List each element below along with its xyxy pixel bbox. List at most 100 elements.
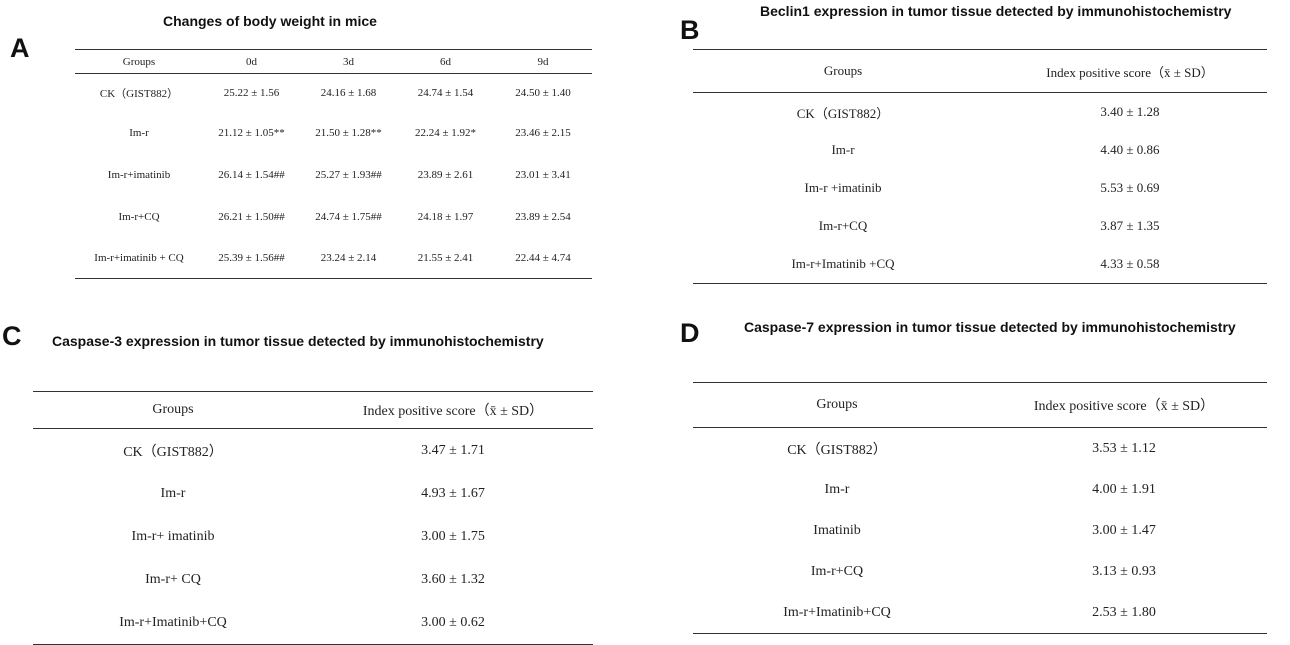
cell-value: 21.12 ± 1.05** — [218, 127, 285, 139]
table-b: Groups Index positive score（x̄ ± SD） CK（… — [693, 49, 1267, 284]
table-row: CK（GIST882） 3.40 ± 1.28 — [693, 93, 1267, 132]
table-row: CK（GIST882） 3.47 ± 1.71 — [33, 429, 593, 473]
cell-group: Im-r+CQ — [818, 218, 868, 233]
table-row: Imatinib 3.00 ± 1.47 — [693, 510, 1267, 551]
cell-value: 24.74 ± 1.54 — [417, 87, 474, 99]
header-9d: 9d — [494, 49, 592, 74]
table-row: Im-r+imatinib 26.14 ± 1.54## 25.27 ± 1.9… — [75, 154, 592, 196]
cell-group: CK（GIST882） — [796, 105, 890, 121]
cell-value: 4.40 ± 0.86 — [1100, 142, 1160, 157]
cell-group: Im-r — [831, 142, 855, 157]
table-b-header-row: Groups Index positive score（x̄ ± SD） — [693, 49, 1267, 93]
table-row: Im-r 4.00 ± 1.91 — [693, 469, 1267, 510]
table-row: Im-r+CQ 3.13 ± 0.93 — [693, 551, 1267, 592]
cell-value: 3.13 ± 0.93 — [1092, 563, 1156, 579]
panel-letter-d: D — [680, 318, 700, 348]
table-c: Groups Index positive score（x̄ ± SD） CK（… — [33, 391, 593, 645]
header-index-positive-score: Index positive score（x̄ ± SD） — [981, 382, 1267, 428]
table-a-header-row: Groups 0d 3d 6d 9d — [75, 49, 592, 74]
panel-title-c: Caspase-3 expression in tumor tissue det… — [52, 333, 544, 349]
table-row: CK（GIST882） 25.22 ± 1.56 24.16 ± 1.68 24… — [75, 74, 592, 113]
cell-value: 3.00 ± 0.62 — [313, 601, 593, 645]
table-row: Im-r+Imatinib+CQ 2.53 ± 1.80 — [693, 592, 1267, 634]
cell-value: 23.89 ± 2.61 — [417, 169, 474, 181]
table-d: Groups Index positive score（x̄ ± SD） CK（… — [693, 382, 1267, 634]
header-groups: Groups — [75, 49, 203, 74]
cell-value: 26.14 ± 1.54## — [218, 169, 285, 181]
cell-group: Im-r+Imatinib+CQ — [33, 601, 313, 645]
cell-group: Im-r+ imatinib — [131, 528, 215, 544]
table-row: Im-r+CQ 26.21 ± 1.50## 24.74 ± 1.75## 24… — [75, 196, 592, 238]
cell-group: CK（GIST882） — [123, 444, 223, 460]
panel-title-d: Caspase-7 expression in tumor tissue det… — [744, 319, 1236, 335]
header-groups: Groups — [33, 391, 313, 429]
cell-group: Im-r+ CQ — [145, 571, 201, 587]
cell-value: 25.22 ± 1.56 — [223, 87, 280, 99]
cell-group: Im-r — [824, 481, 850, 497]
panel-letter-c: C — [2, 321, 22, 351]
table-row: Im-r+Imatinib +CQ 4.33 ± 0.58 — [693, 245, 1267, 284]
cell-value: 21.50 ± 1.28** — [315, 127, 382, 139]
cell-value: 4.33 ± 0.58 — [993, 245, 1267, 284]
table-row: Im-r+ CQ 3.60 ± 1.32 — [33, 558, 593, 601]
cell-value: 23.46 ± 2.15 — [515, 127, 571, 139]
header-3d: 3d — [300, 49, 397, 74]
cell-group: CK（GIST882） — [99, 88, 179, 100]
cell-group: Im-r — [160, 485, 186, 501]
header-groups: Groups — [693, 49, 993, 93]
table-row: Im-r+ imatinib 3.00 ± 1.75 — [33, 515, 593, 558]
table-d-header-row: Groups Index positive score（x̄ ± SD） — [693, 382, 1267, 428]
cell-value: 3.40 ± 1.28 — [1100, 104, 1160, 119]
table-row: Im-r+CQ 3.87 ± 1.35 — [693, 207, 1267, 245]
panel-title-a: Changes of body weight in mice — [163, 13, 377, 29]
cell-group: Im-r+CQ — [118, 211, 160, 223]
table-row: CK（GIST882） 3.53 ± 1.12 — [693, 428, 1267, 470]
cell-value: 23.24 ± 2.14 — [300, 238, 397, 279]
header-6d: 6d — [397, 49, 494, 74]
cell-group: Im-r+Imatinib+CQ — [693, 592, 981, 634]
cell-value: 24.16 ± 1.68 — [320, 87, 377, 99]
cell-group: Im-r+imatinib + CQ — [75, 238, 203, 279]
cell-value: 23.01 ± 3.41 — [515, 169, 571, 181]
cell-value: 24.50 ± 1.40 — [515, 87, 571, 99]
cell-value: 23.89 ± 2.54 — [515, 211, 571, 223]
cell-value: 4.93 ± 1.67 — [421, 485, 485, 501]
cell-value: 2.53 ± 1.80 — [981, 592, 1267, 634]
cell-group: CK（GIST882） — [787, 442, 887, 458]
header-groups: Groups — [693, 382, 981, 428]
cell-value: 3.53 ± 1.12 — [1092, 440, 1156, 456]
header-index-positive-score: Index positive score（x̄ ± SD） — [993, 49, 1267, 93]
cell-value: 5.53 ± 0.69 — [1100, 180, 1160, 195]
panel-title-b: Beclin1 expression in tumor tissue detec… — [760, 3, 1232, 19]
cell-value: 22.44 ± 4.74 — [494, 238, 592, 279]
cell-value: 3.00 ± 1.75 — [421, 528, 485, 544]
cell-value: 22.24 ± 1.92* — [414, 127, 477, 139]
header-0d: 0d — [203, 49, 300, 74]
cell-value: 24.74 ± 1.75## — [315, 211, 382, 223]
cell-value: 3.60 ± 1.32 — [421, 571, 485, 587]
table-row: Im-r+Imatinib+CQ 3.00 ± 0.62 — [33, 601, 593, 645]
cell-value: 3.00 ± 1.47 — [1092, 522, 1156, 538]
cell-group: Imatinib — [813, 522, 861, 538]
cell-value: 4.00 ± 1.91 — [1092, 481, 1156, 497]
cell-value: 25.39 ± 1.56## — [203, 238, 300, 279]
cell-value: 24.18 ± 1.97 — [417, 211, 474, 223]
panel-letter-b: B — [680, 15, 700, 45]
table-row: Im-r 4.40 ± 0.86 — [693, 131, 1267, 169]
cell-group: Im-r+imatinib — [107, 169, 171, 181]
cell-group: Im-r +imatinib — [804, 180, 882, 195]
cell-group: Im-r+CQ — [810, 563, 864, 579]
table-a: Groups 0d 3d 6d 9d CK（GIST882） 25.22 ± 1… — [75, 49, 592, 279]
table-row: Im-r+imatinib + CQ 25.39 ± 1.56## 23.24 … — [75, 238, 592, 279]
header-index-positive-score: Index positive score（x̄ ± SD） — [313, 391, 593, 429]
table-c-header-row: Groups Index positive score（x̄ ± SD） — [33, 391, 593, 429]
table-row: Im-r 4.93 ± 1.67 — [33, 472, 593, 515]
cell-value: 21.55 ± 2.41 — [397, 238, 494, 279]
cell-value: 26.21 ± 1.50## — [218, 211, 285, 223]
table-row: Im-r +imatinib 5.53 ± 0.69 — [693, 169, 1267, 207]
cell-value: 3.47 ± 1.71 — [421, 442, 485, 458]
cell-value: 25.27 ± 1.93## — [315, 169, 382, 181]
panel-letter-a: A — [10, 33, 30, 63]
cell-value: 3.87 ± 1.35 — [1100, 218, 1160, 233]
cell-group: Im-r+Imatinib +CQ — [693, 245, 993, 284]
